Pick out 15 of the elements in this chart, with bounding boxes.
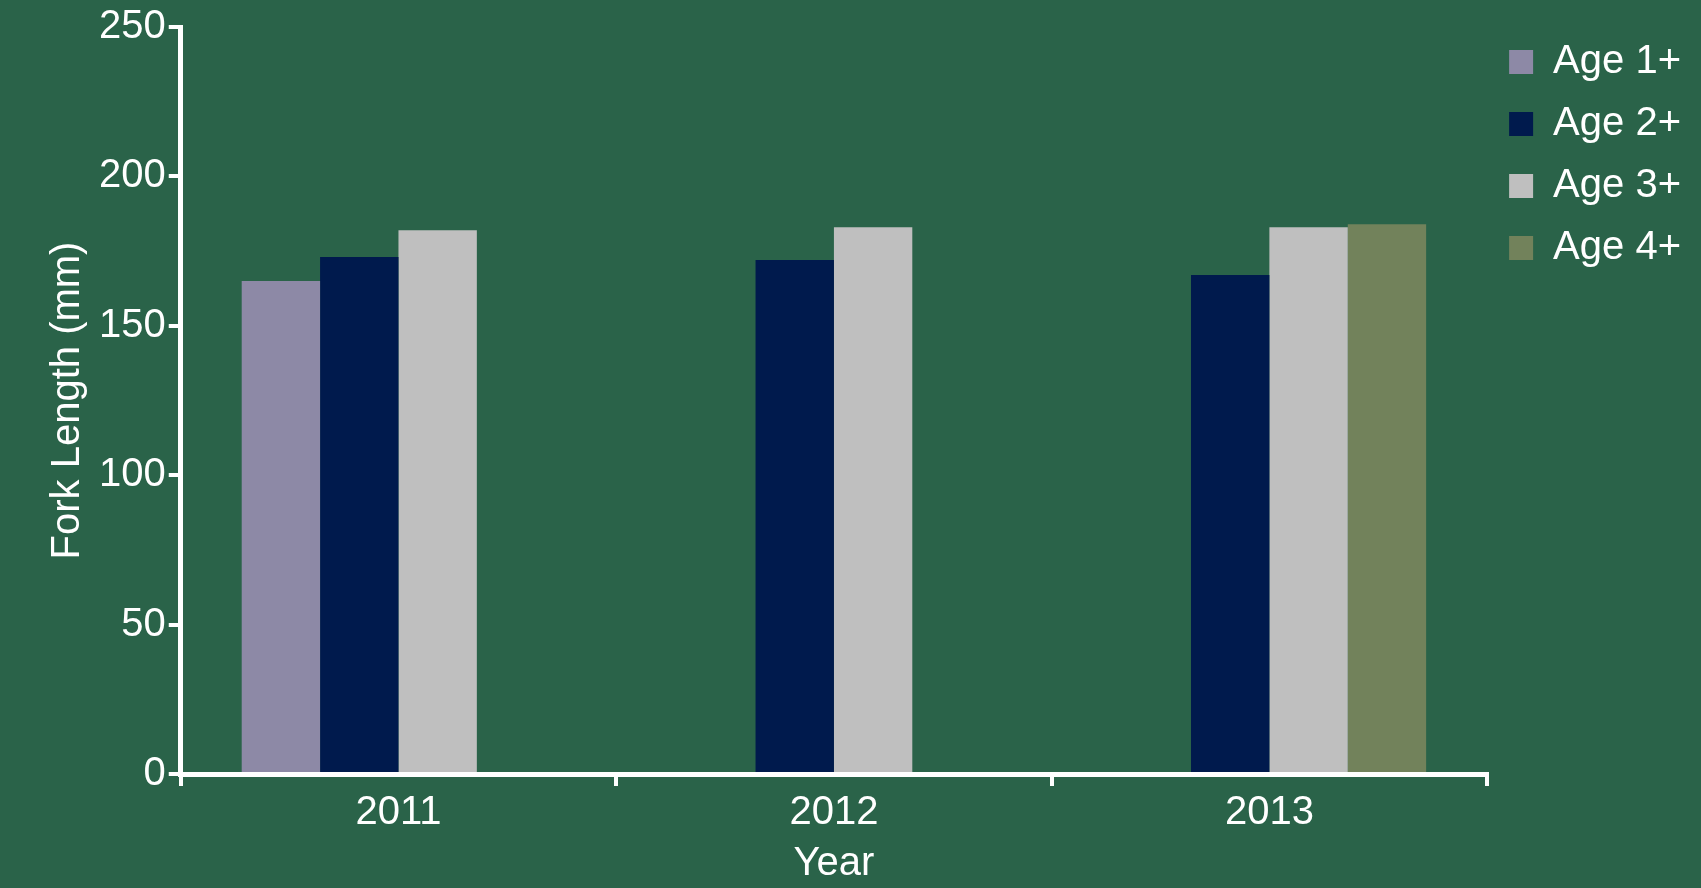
- x-tick-label: 2011: [355, 788, 442, 833]
- y-tick-label: 250: [98, 2, 166, 47]
- x-tick-label: 2013: [1224, 788, 1314, 833]
- legend-label: Age 2+: [1553, 99, 1681, 144]
- legend-label: Age 4+: [1553, 223, 1681, 268]
- y-tick-label: 200: [98, 151, 166, 196]
- y-tick-label: 150: [98, 300, 166, 345]
- x-axis-title: Year: [793, 839, 875, 884]
- y-axis-title: Fork Length (mm): [43, 241, 88, 560]
- y-tick-label: 0: [143, 749, 166, 794]
- y-tick-label: 100: [98, 450, 166, 495]
- x-tick-label: 2012: [789, 788, 879, 833]
- y-tick-label: 50: [121, 599, 166, 644]
- legend-label: Age 3+: [1553, 161, 1681, 206]
- legend-label: Age 1+: [1553, 37, 1681, 82]
